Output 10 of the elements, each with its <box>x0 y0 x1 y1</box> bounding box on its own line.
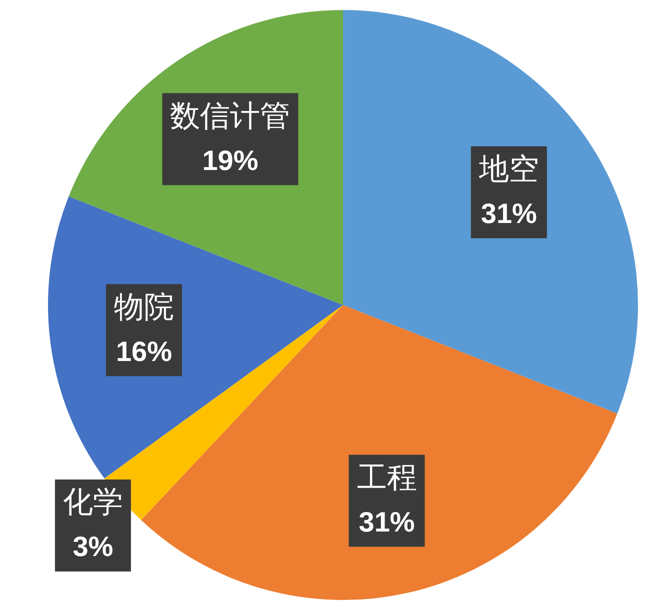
data-label: 3% <box>72 531 114 562</box>
slice-label: 化学 <box>62 485 123 520</box>
slice-label: 工程 <box>356 460 417 496</box>
data-label: 31% <box>358 506 415 538</box>
data-label: 16% <box>116 336 172 367</box>
data-label: 31% <box>480 198 538 229</box>
slice-label: 地空 <box>478 152 539 188</box>
slice-label: 物院 <box>114 290 174 325</box>
slice-label: 数信计管 <box>170 98 290 134</box>
data-label: 19% <box>202 144 258 176</box>
